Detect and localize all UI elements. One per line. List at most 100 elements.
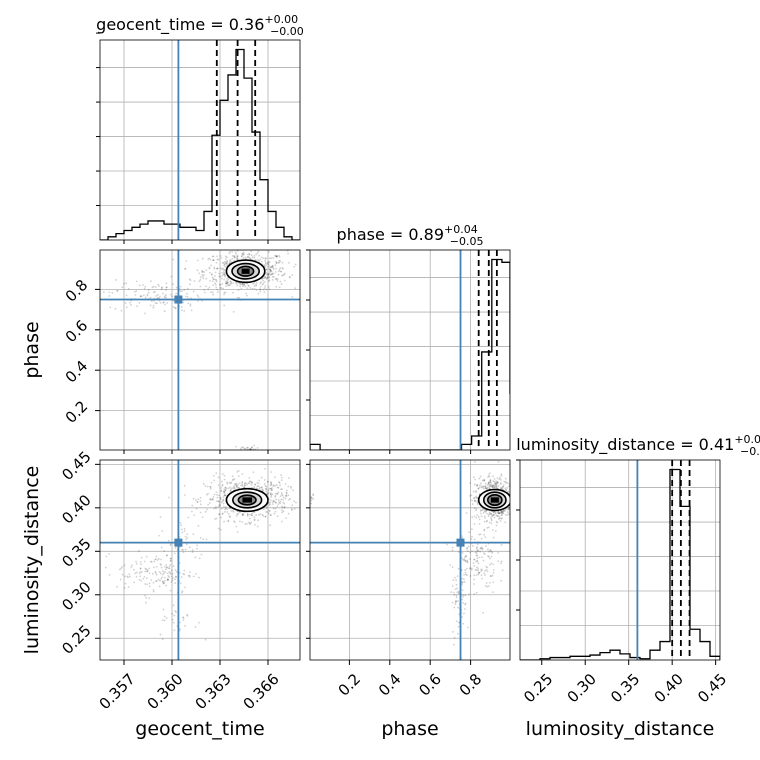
sample-point (487, 585, 490, 588)
sample-point (166, 554, 168, 557)
sample-point (149, 304, 152, 307)
sample-point (180, 309, 183, 312)
sample-point (253, 254, 256, 257)
sample-point (517, 525, 519, 527)
sample-point (265, 487, 268, 490)
histogram-panel-geocent_time: geocent_time = 0.36+0.00 −0.00 (96, 13, 304, 241)
sample-point (280, 270, 282, 273)
sample-point (150, 280, 152, 283)
sample-point (236, 284, 239, 287)
sample-point (203, 274, 205, 276)
sample-point (475, 496, 478, 499)
sample-point (288, 262, 290, 264)
scatter-body (100, 460, 300, 660)
sample-point (483, 515, 486, 518)
sample-point (485, 582, 488, 584)
scatter-body (100, 248, 300, 450)
x-tick-label: 0.35 (607, 670, 643, 706)
sample-point (287, 252, 289, 255)
sample-point (146, 569, 149, 572)
sample-point (488, 512, 491, 515)
sample-point (140, 556, 143, 559)
sample-point (169, 543, 172, 546)
sample-point (256, 252, 259, 254)
sample-point (171, 579, 174, 582)
sample-point (496, 515, 499, 518)
sample-point (213, 507, 215, 510)
sample-point (175, 292, 178, 295)
sample-point (484, 574, 486, 576)
sample-point (501, 510, 504, 513)
title-sup: +0.00 (264, 13, 298, 26)
sample-point (227, 284, 229, 287)
sample-point (220, 277, 223, 280)
sample-point (150, 561, 153, 563)
sample-point (241, 283, 244, 286)
sample-point (227, 248, 229, 250)
sample-point (160, 286, 163, 289)
sample-point (515, 505, 517, 507)
sample-point (475, 560, 477, 563)
sample-point (140, 579, 143, 582)
sample-point (221, 480, 223, 483)
sample-point (264, 516, 267, 518)
sample-point (154, 570, 157, 573)
sample-point (116, 585, 119, 588)
sample-point (251, 486, 254, 489)
sample-point (483, 479, 486, 482)
sample-point (175, 576, 177, 578)
sample-point (165, 584, 167, 587)
sample-point (208, 286, 211, 289)
sample-point (220, 516, 222, 519)
sample-point (501, 485, 504, 488)
sample-point (504, 480, 507, 483)
x-tick-label: 0.25 (520, 670, 556, 706)
sample-point (216, 258, 219, 261)
sample-point (272, 272, 275, 275)
sample-point (270, 471, 272, 473)
x-tick-label: 0.6 (415, 670, 445, 700)
sample-point (234, 482, 237, 485)
sample-point (148, 582, 151, 585)
sample-point (145, 555, 148, 558)
sample-point (223, 269, 226, 271)
sample-point (481, 479, 484, 482)
sample-point (463, 580, 466, 583)
sample-point (492, 510, 495, 513)
sample-point (488, 581, 491, 584)
sample-point (158, 285, 160, 287)
sample-point (194, 498, 197, 501)
sample-point (490, 522, 493, 525)
sample-point (478, 556, 481, 559)
sample-point (481, 569, 484, 571)
sample-point (135, 562, 138, 565)
sample-point (221, 513, 224, 515)
sample-point (102, 291, 105, 293)
histogram-step-line (100, 48, 300, 240)
sample-point (184, 267, 186, 270)
sample-point (214, 507, 217, 510)
sample-point (455, 579, 458, 582)
sample-point (489, 557, 491, 560)
sample-point (164, 571, 166, 573)
sample-point (227, 512, 230, 515)
sample-point (266, 273, 269, 275)
histogram-bin (610, 650, 620, 660)
sample-point (165, 282, 168, 285)
sample-point (130, 303, 132, 306)
sample-point (289, 497, 291, 500)
title-main: geocent_time = 0.36 (96, 15, 264, 35)
sample-point (180, 306, 183, 308)
sample-point (271, 264, 274, 267)
histogram-bin (700, 642, 710, 660)
sample-point (270, 488, 272, 490)
sample-point (287, 477, 290, 480)
sample-point (184, 535, 187, 538)
sample-point (480, 509, 482, 512)
sample-point (127, 576, 130, 579)
sample-point (209, 271, 211, 274)
sample-point (168, 567, 171, 570)
sample-point (270, 273, 273, 276)
sample-point (516, 496, 518, 498)
sample-point (163, 565, 166, 568)
